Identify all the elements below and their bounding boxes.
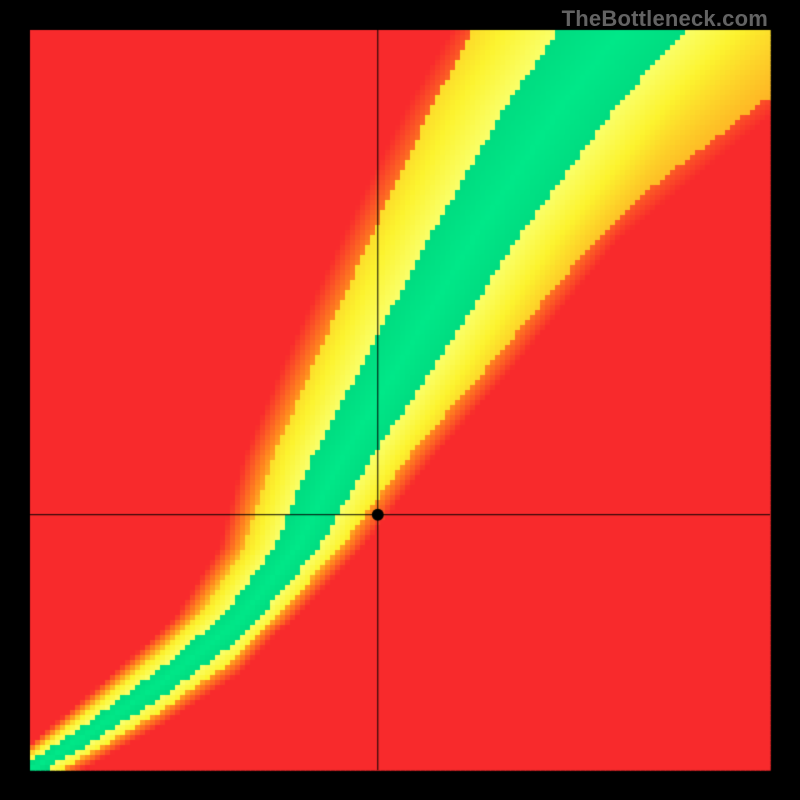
watermark-text: TheBottleneck.com bbox=[562, 6, 768, 32]
chart-container: TheBottleneck.com bbox=[0, 0, 800, 800]
bottleneck-heatmap-canvas bbox=[0, 0, 800, 800]
